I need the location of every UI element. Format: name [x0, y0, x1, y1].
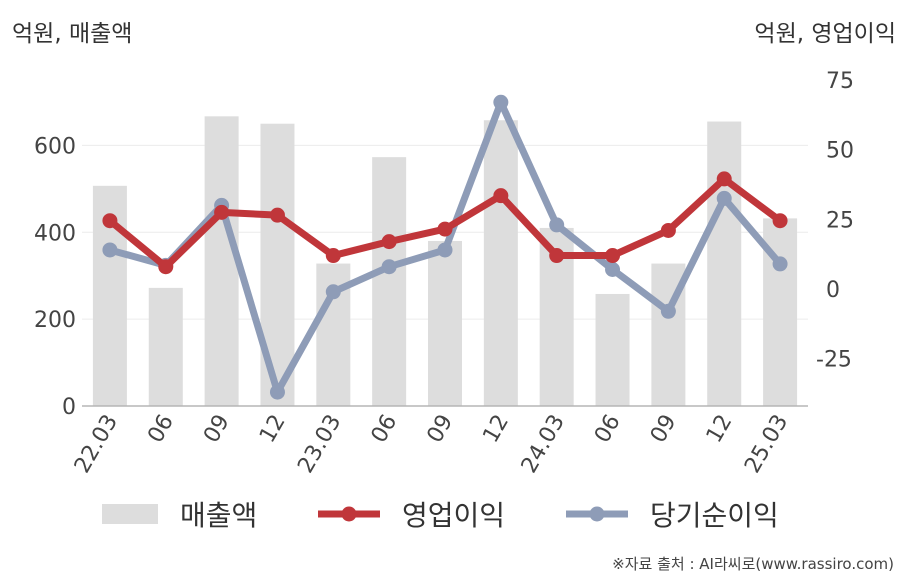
- point-operating-profit: [605, 248, 621, 264]
- bar-revenue: [148, 287, 183, 406]
- point-operating-profit: [437, 221, 453, 237]
- bar-revenue: [483, 120, 518, 407]
- x-tick-label: 12: [478, 411, 514, 448]
- point-net-income: [325, 284, 341, 300]
- x-tick-label: 24.03: [517, 411, 570, 478]
- left-y-tick-label: 200: [34, 308, 76, 333]
- point-net-income: [437, 242, 453, 258]
- bar-revenue: [707, 121, 742, 407]
- x-tick-label: 09: [199, 411, 235, 448]
- left-axis-unit-label: 억원, 매출액: [12, 21, 133, 47]
- right-y-tick-label: 25: [826, 208, 854, 233]
- point-net-income: [549, 217, 565, 233]
- x-tick-label: 25.03: [740, 411, 793, 478]
- x-tick-label: 22.03: [70, 411, 123, 478]
- legend-label-revenue: 매출액: [180, 499, 258, 532]
- point-operating-profit: [158, 259, 174, 275]
- point-net-income: [381, 259, 397, 275]
- point-operating-profit: [269, 207, 285, 223]
- left-y-tick-label: 600: [34, 134, 76, 159]
- right-axis-unit-label: 억원, 영업이익: [754, 21, 896, 47]
- point-net-income: [772, 256, 788, 272]
- x-tick-label: 06: [143, 411, 179, 448]
- point-net-income: [493, 94, 509, 110]
- bar-revenue: [428, 240, 462, 406]
- bar-revenue: [372, 157, 407, 406]
- legend-label-operating-profit: 영업이익: [402, 499, 506, 532]
- point-net-income: [269, 384, 285, 400]
- left-y-tick-label: 0: [62, 395, 76, 420]
- legend-item-operating-profit: 영업이익: [318, 492, 505, 536]
- legend-item-net-income: 당기순이익: [566, 492, 779, 536]
- x-tick-label: 23.03: [293, 411, 346, 478]
- legend-label-net-income: 당기순이익: [650, 499, 779, 532]
- x-tick-label: 09: [423, 411, 459, 448]
- point-net-income: [605, 261, 621, 277]
- point-operating-profit: [381, 234, 397, 250]
- legend-line-swatch-net: [566, 506, 628, 522]
- point-net-income: [102, 242, 118, 258]
- point-net-income: [716, 190, 732, 206]
- point-operating-profit: [102, 213, 118, 229]
- left-y-tick-label: 400: [34, 221, 76, 246]
- bar-revenue: [204, 116, 239, 407]
- x-tick-label: 09: [646, 411, 682, 448]
- right-y-tick-label: 0: [826, 278, 840, 303]
- right-y-tick-label: 50: [826, 139, 854, 164]
- right-y-tick-label: 75: [826, 69, 854, 94]
- legend-bar-swatch: [102, 504, 158, 524]
- x-tick-label: 12: [702, 411, 738, 448]
- point-net-income: [660, 303, 676, 319]
- x-tick-label: 06: [367, 411, 403, 448]
- x-tick-label: 12: [255, 411, 291, 448]
- point-operating-profit: [549, 248, 565, 264]
- point-operating-profit: [660, 222, 676, 238]
- x-tick-label: 06: [590, 411, 626, 448]
- bar-revenue: [595, 293, 630, 406]
- point-operating-profit: [325, 248, 341, 264]
- legend-item-revenue: 매출액: [102, 492, 257, 536]
- legend: 매출액 영업이익 당기순이익: [0, 492, 908, 536]
- point-operating-profit: [772, 213, 788, 229]
- legend-line-swatch-operating: [318, 506, 380, 522]
- point-operating-profit: [214, 204, 230, 220]
- source-footer: ※자료 출처 : AI라씨로(www.rassiro.com): [612, 555, 894, 573]
- right-y-tick-label: -25: [816, 348, 852, 373]
- point-operating-profit: [493, 188, 509, 204]
- point-operating-profit: [716, 171, 732, 187]
